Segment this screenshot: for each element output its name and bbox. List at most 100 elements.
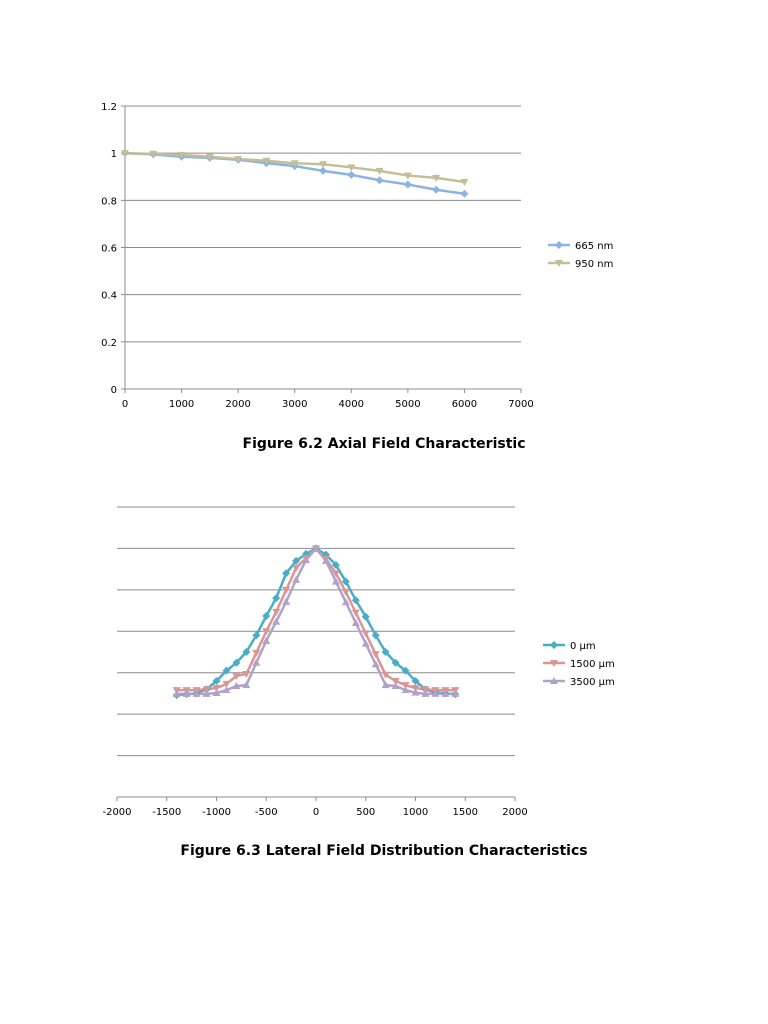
- data-point: [371, 660, 380, 668]
- data-point: [292, 564, 301, 572]
- x-tick-label: 2000: [225, 399, 250, 410]
- figure-6-3-caption: Figure 6.3 Lateral Field Distribution Ch…: [180, 843, 588, 859]
- data-point: [121, 150, 129, 158]
- data-point: [460, 189, 469, 198]
- data-point: [262, 636, 271, 644]
- data-point: [432, 185, 441, 194]
- data-point: [177, 151, 186, 159]
- x-tick-label: -1000: [202, 807, 231, 818]
- data-point: [347, 170, 356, 179]
- legend-marker: [555, 260, 563, 267]
- data-point: [361, 612, 370, 621]
- data-point: [381, 648, 390, 656]
- data-point: [381, 671, 390, 679]
- data-point: [375, 176, 384, 185]
- data-point: [222, 686, 231, 694]
- y-tick-label: 0.2: [101, 338, 117, 349]
- data-point: [341, 588, 350, 596]
- legend-marker: [555, 241, 563, 249]
- data-point: [441, 689, 450, 697]
- data-point: [391, 678, 400, 685]
- x-tick-label: -2000: [102, 807, 131, 818]
- data-point: [192, 689, 201, 697]
- data-point: [272, 594, 281, 603]
- data-point: [371, 631, 380, 640]
- data-point: [212, 685, 221, 693]
- data-point: [302, 556, 311, 564]
- legend-marker: [550, 677, 558, 684]
- y-tick-label: 0: [111, 385, 117, 396]
- data-point: [262, 628, 271, 636]
- y-tick-label: 1.2: [101, 102, 117, 113]
- data-point: [242, 681, 251, 689]
- chart-1: 0 0.2 0.4 0.6 0.8 1 1.2 0 1000 2000 3000 4000 5000 60…: [101, 102, 613, 410]
- series-line-2: [176, 546, 456, 692]
- data-point: [319, 166, 327, 175]
- data-point: [432, 174, 441, 182]
- data-point: [232, 681, 241, 689]
- data-point: [292, 556, 301, 565]
- data-point: [375, 167, 384, 175]
- data-point: [391, 681, 400, 689]
- chart-2: -2000 -1500 -1000 -500 0 500 1000 1500 2000 0 µm 1…: [102, 506, 615, 818]
- data-point: [401, 686, 410, 694]
- data-point: [282, 586, 291, 594]
- data-point: [351, 596, 360, 605]
- data-point: [262, 157, 271, 165]
- x-tick-label: 3000: [282, 399, 307, 410]
- data-point: [341, 598, 350, 606]
- x-tick-label: 1000: [403, 807, 428, 818]
- legend-marker: [550, 641, 558, 649]
- legend-marker: [550, 660, 558, 667]
- y-tick-label: 1: [111, 149, 117, 160]
- legend-label: 1500 µm: [570, 659, 615, 670]
- data-point: [282, 569, 291, 578]
- data-point: [460, 178, 469, 186]
- data-point: [212, 677, 221, 685]
- data-point: [222, 666, 231, 675]
- data-point: [351, 609, 360, 617]
- data-point: [182, 689, 191, 697]
- y-tick-label: 0.4: [101, 291, 117, 302]
- data-point: [403, 172, 412, 180]
- y-tick-label: 0.6: [101, 244, 117, 255]
- data-point: [262, 611, 271, 620]
- series-line-1: [124, 151, 465, 195]
- x-tick-label: 4000: [339, 399, 364, 410]
- data-point: [421, 689, 430, 697]
- data-point: [331, 561, 340, 569]
- data-point: [232, 673, 241, 681]
- figure-6-2-caption: Figure 6.2 Axial Field Characteristic: [242, 436, 526, 452]
- x-tick-label: -1500: [152, 807, 181, 818]
- x-tick-label: 0: [122, 399, 128, 410]
- data-point: [341, 577, 350, 586]
- data-point: [371, 651, 380, 659]
- data-point: [391, 658, 400, 667]
- x-tick-label: 0: [313, 807, 319, 818]
- data-point: [411, 677, 420, 685]
- legend-label: 3500 µm: [570, 677, 615, 688]
- x-tick-label: 5000: [395, 399, 420, 410]
- data-point: [312, 544, 320, 552]
- data-point: [403, 180, 412, 189]
- data-point: [202, 686, 211, 694]
- x-tick-label: 500: [356, 807, 375, 818]
- data-point: [232, 658, 241, 667]
- data-point: [272, 617, 281, 625]
- x-tick-label: 2000: [502, 807, 527, 818]
- data-point: [292, 575, 301, 583]
- data-point: [234, 156, 243, 164]
- data-point: [282, 597, 291, 605]
- y-tick-label: 0.8: [101, 196, 117, 207]
- data-point: [172, 689, 181, 697]
- legend-label: 950 nm: [575, 259, 613, 270]
- data-point: [381, 681, 390, 689]
- data-point: [212, 689, 221, 697]
- data-point: [272, 608, 281, 616]
- data-point: [361, 630, 370, 638]
- data-point: [252, 658, 261, 666]
- legend-label: 665 nm: [575, 241, 613, 252]
- legend-label: 0 µm: [570, 641, 596, 652]
- data-point: [411, 688, 420, 696]
